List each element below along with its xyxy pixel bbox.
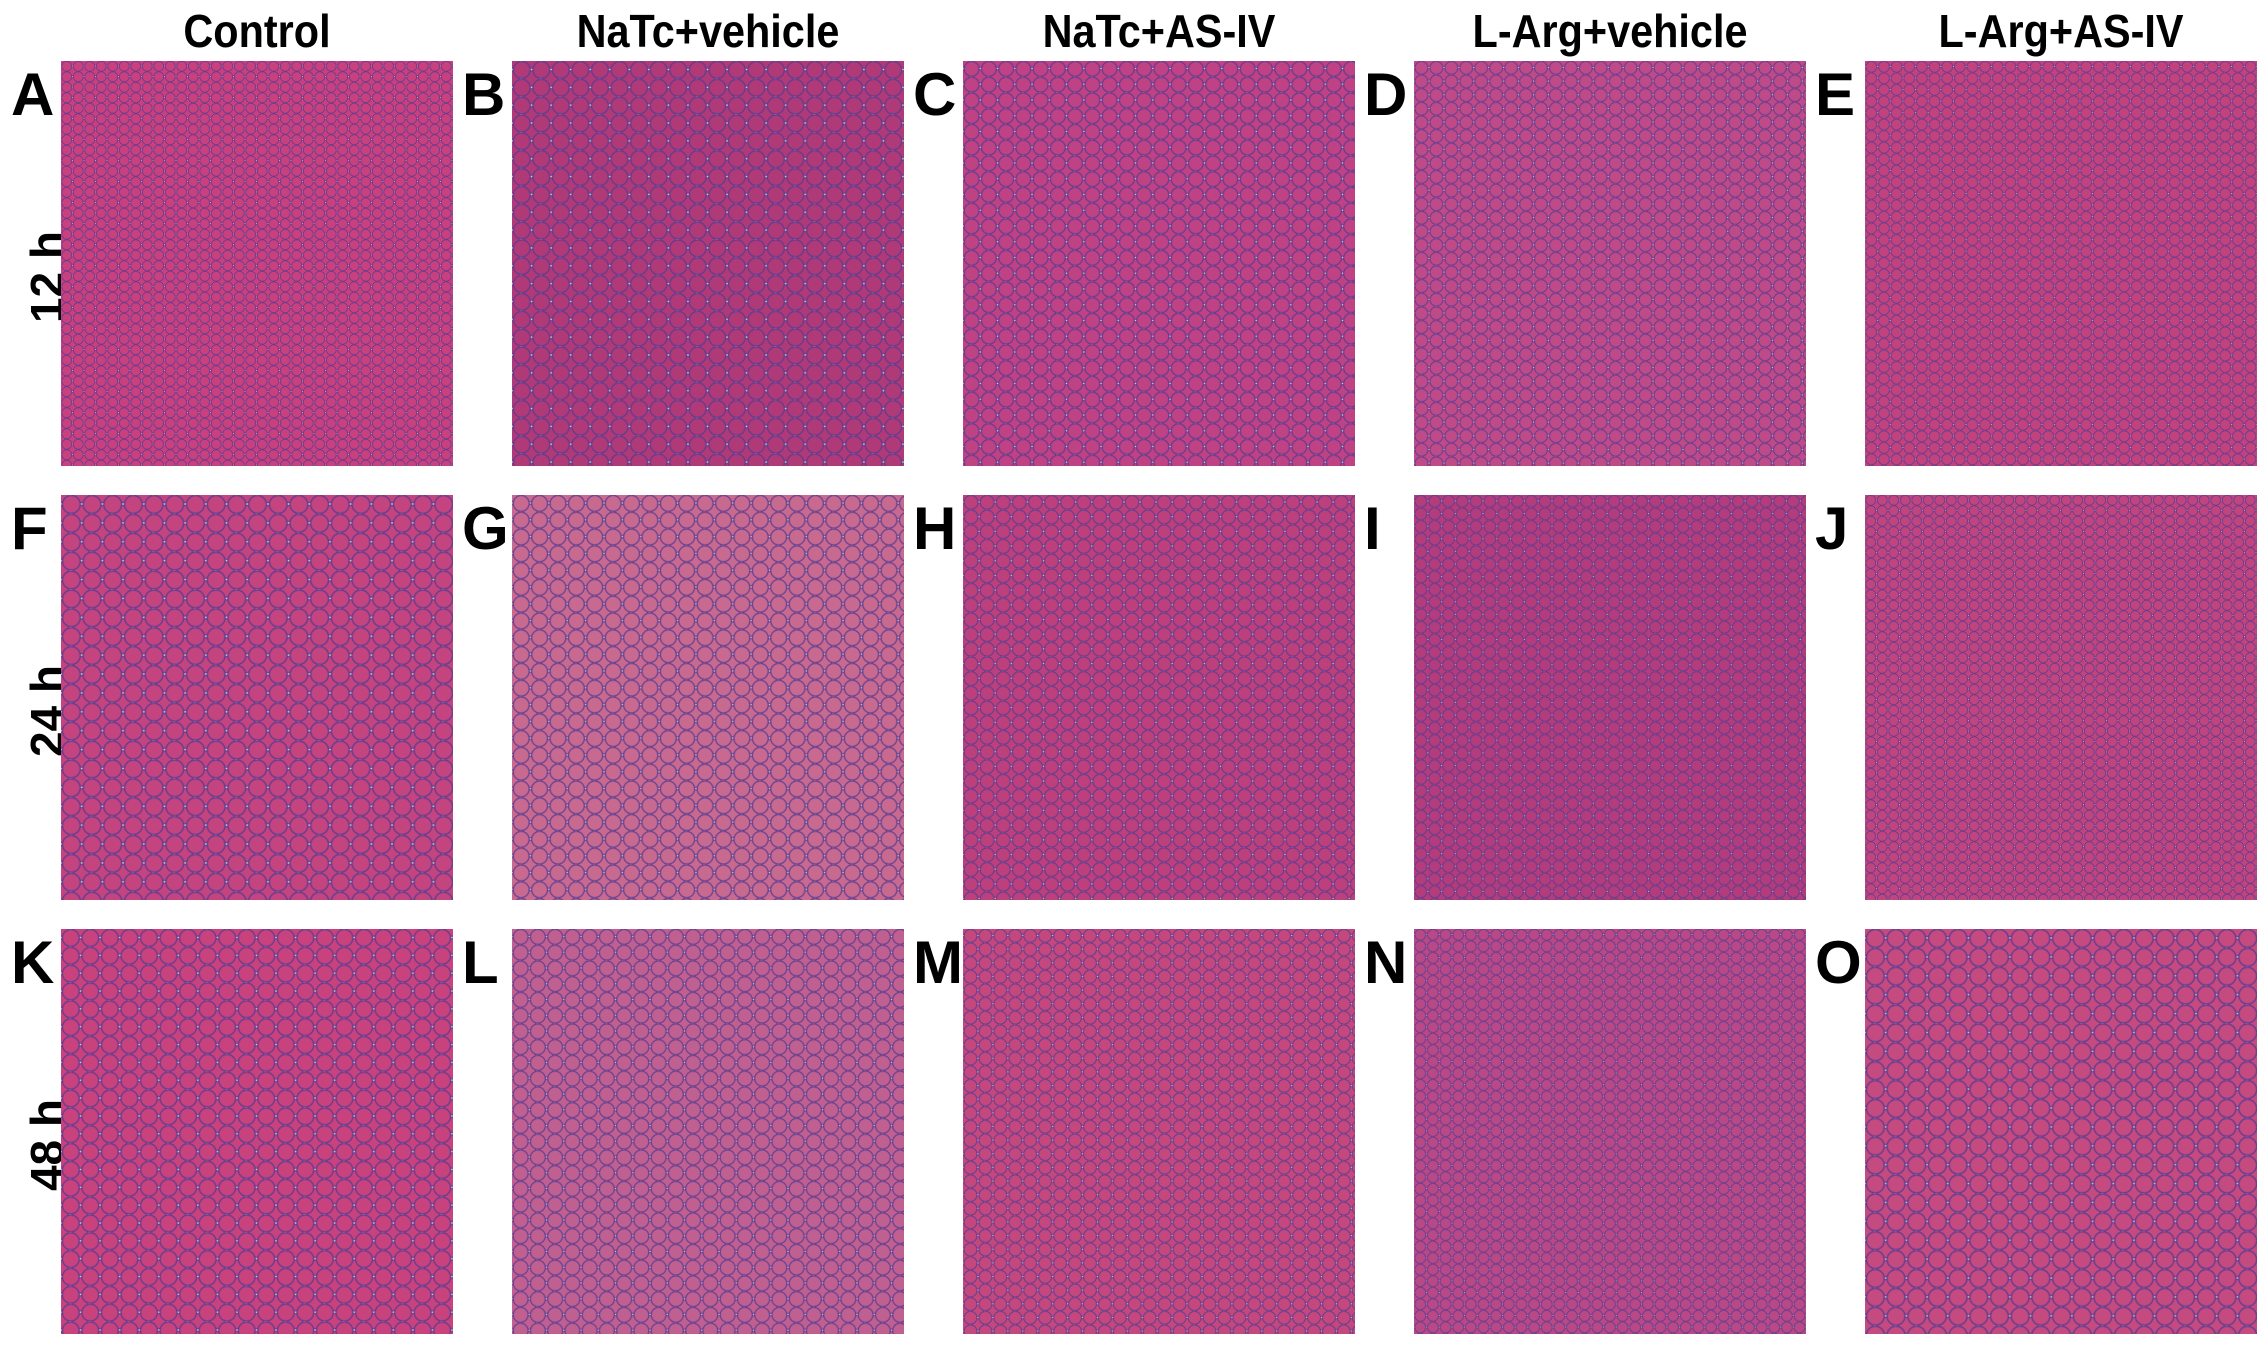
panel-letter: D — [1364, 61, 1408, 128]
histology-image-k — [61, 929, 453, 1334]
histology-image-d — [1414, 61, 1806, 466]
panel-letter: M — [913, 929, 963, 996]
histology-image-l — [512, 929, 904, 1334]
panel-letter: N — [1364, 929, 1408, 996]
panel-letter: G — [462, 495, 509, 562]
panel-letter: B — [462, 61, 506, 128]
histology-image-e — [1865, 61, 2257, 466]
panel-letter: I — [1364, 495, 1381, 562]
panel-letter: H — [913, 495, 957, 562]
panel-letter: C — [913, 61, 957, 128]
histology-image-g — [512, 495, 904, 900]
panel-letter: F — [11, 495, 48, 562]
panel-letter: E — [1815, 61, 1856, 128]
histology-image-b — [512, 61, 904, 466]
histology-image-h — [963, 495, 1355, 900]
panel-letter: O — [1815, 929, 1862, 996]
histology-image-a — [61, 61, 453, 466]
column-header-natc-vehicle: NaTc+vehicle — [576, 5, 840, 57]
histology-image-m — [963, 929, 1355, 1334]
panel-letter: L — [462, 929, 499, 996]
histology-image-c — [963, 61, 1355, 466]
column-header-larg-as-iv: L-Arg+AS-IV — [1938, 5, 2184, 57]
column-header-larg-vehicle: L-Arg+vehicle — [1472, 5, 1748, 57]
panel-letter: J — [1815, 495, 1849, 562]
panel-letter: A — [11, 61, 55, 128]
histology-image-o — [1865, 929, 2257, 1334]
panel-letter: K — [11, 929, 55, 996]
histology-image-n — [1414, 929, 1806, 1334]
column-header-control: Control — [183, 5, 331, 57]
column-header-natc-as-iv: NaTc+AS-IV — [1042, 5, 1276, 57]
histology-image-f — [61, 495, 453, 900]
histology-image-j — [1865, 495, 2257, 900]
histology-image-i — [1414, 495, 1806, 900]
